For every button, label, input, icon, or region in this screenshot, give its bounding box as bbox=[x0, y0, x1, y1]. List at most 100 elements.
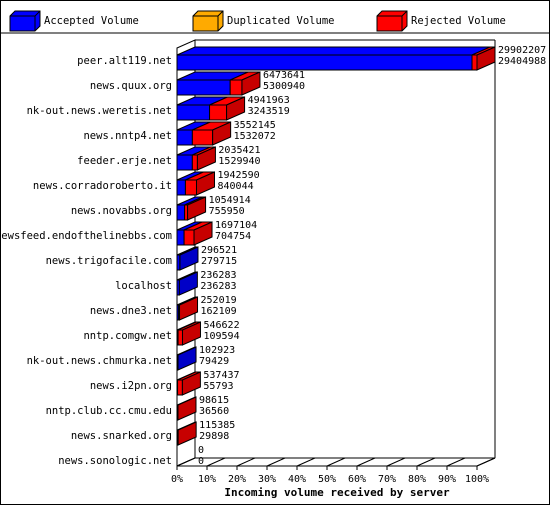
value-total: 546622 bbox=[203, 320, 239, 331]
value-accepted: 3243519 bbox=[248, 106, 290, 117]
legend-label: Rejected Volume bbox=[411, 15, 506, 27]
bar-rejected-front bbox=[209, 104, 228, 121]
bar-row bbox=[176, 321, 201, 346]
bar-accepted-front bbox=[176, 229, 185, 246]
bar-accepted-front bbox=[176, 79, 231, 96]
legend-item-2: Duplicated Volume bbox=[192, 10, 334, 32]
bar-side bbox=[187, 196, 207, 221]
value-total: 236283 bbox=[200, 270, 236, 281]
floor-gridline bbox=[476, 457, 496, 467]
bar-side bbox=[177, 421, 197, 446]
bar-row bbox=[176, 121, 232, 146]
value-accepted: 5300940 bbox=[263, 81, 305, 92]
value-total: 4941963 bbox=[248, 95, 290, 106]
value-accepted: 0 bbox=[198, 456, 204, 467]
legend: Accepted Volume Duplicated Volume Rejected… bbox=[0, 10, 550, 34]
floor-gridline bbox=[386, 457, 406, 467]
server-label: localhost bbox=[115, 280, 172, 292]
floor-gridline bbox=[296, 457, 316, 467]
server-label: peer.alt119.net bbox=[77, 55, 172, 67]
bar-side bbox=[212, 121, 232, 146]
value-accepted: 1532072 bbox=[234, 131, 276, 142]
x-tick-label: 20% bbox=[228, 474, 246, 485]
bar-row bbox=[176, 396, 197, 421]
bar-side bbox=[476, 46, 496, 71]
server-label: news.trigofacile.com bbox=[46, 255, 172, 267]
server-label: nntp.comgw.net bbox=[83, 330, 172, 342]
value-accepted: 704754 bbox=[215, 231, 251, 242]
bar-rejected-front bbox=[183, 229, 195, 246]
bar-accepted-front bbox=[176, 204, 186, 221]
x-tick-label: 10% bbox=[198, 474, 216, 485]
floor-gridline bbox=[326, 457, 346, 467]
x-tick-label: 70% bbox=[378, 474, 396, 485]
server-label: news.dne3.net bbox=[90, 305, 172, 317]
floor-gridline bbox=[176, 457, 196, 467]
bar-side bbox=[179, 246, 199, 271]
server-label: news.corradoroberto.it bbox=[33, 180, 172, 192]
bar-row bbox=[176, 196, 207, 221]
bar-rejected-front bbox=[471, 54, 478, 71]
value-accepted: 162109 bbox=[201, 306, 237, 317]
bar-rejected-front bbox=[191, 129, 214, 146]
bar-side bbox=[181, 371, 201, 396]
value-accepted: 109594 bbox=[203, 331, 239, 342]
bar-accepted-front bbox=[176, 54, 473, 71]
x-axis-title: Incoming volume received by server bbox=[224, 486, 450, 499]
server-label: nntp.club.cc.cmu.edu bbox=[46, 405, 172, 417]
floor-gridline bbox=[446, 457, 466, 467]
bar-row bbox=[176, 221, 213, 246]
value-total: 2035421 bbox=[218, 145, 260, 156]
server-label: news.nntp4.net bbox=[83, 130, 172, 142]
bar-row bbox=[176, 96, 246, 121]
bar-rejected-front bbox=[229, 79, 243, 96]
bar-accepted-top bbox=[176, 46, 491, 56]
bar-row bbox=[176, 46, 496, 71]
bar-side bbox=[226, 96, 246, 121]
floor-gridline bbox=[356, 457, 376, 467]
floor-gridline bbox=[416, 457, 436, 467]
x-tick-label: 60% bbox=[348, 474, 366, 485]
value-total: 1054914 bbox=[209, 195, 251, 206]
bar-accepted-front bbox=[176, 179, 186, 196]
bar-rejected-front bbox=[191, 154, 198, 171]
value-total: 296521 bbox=[201, 245, 237, 256]
value-accepted: 55793 bbox=[203, 381, 233, 392]
bar-row bbox=[176, 171, 215, 196]
bar-row bbox=[176, 271, 198, 296]
bar-row bbox=[176, 246, 199, 271]
legend-item-1: Accepted Volume bbox=[9, 10, 139, 32]
value-total: 537437 bbox=[203, 370, 239, 381]
bar-side bbox=[193, 221, 213, 246]
server-label: feeder.erje.net bbox=[77, 155, 172, 167]
floor-gridline bbox=[236, 457, 256, 467]
value-accepted: 236283 bbox=[200, 281, 236, 292]
value-accepted: 840044 bbox=[217, 181, 253, 192]
x-tick-label: 40% bbox=[288, 474, 306, 485]
bar-row bbox=[176, 296, 199, 321]
bar-side bbox=[177, 396, 197, 421]
bar-accepted-front bbox=[176, 104, 211, 121]
legend-label: Duplicated Volume bbox=[227, 15, 334, 27]
x-tick-label: 0% bbox=[171, 474, 183, 485]
legend-item-3: Rejected Volume bbox=[376, 10, 506, 32]
value-accepted: 279715 bbox=[201, 256, 237, 267]
bar-rejected-front bbox=[177, 329, 183, 346]
server-label: news.snarked.org bbox=[71, 430, 172, 442]
bar-row bbox=[176, 346, 197, 371]
bar-row bbox=[176, 421, 197, 446]
value-accepted: 1529940 bbox=[218, 156, 260, 167]
bar-row bbox=[176, 146, 216, 171]
legend-label: Accepted Volume bbox=[44, 15, 139, 27]
value-total: 252019 bbox=[201, 295, 237, 306]
bars bbox=[176, 46, 496, 446]
value-total: 1697104 bbox=[215, 220, 257, 231]
server-label: newsfeed.endofthelinebbs.com bbox=[0, 230, 172, 242]
server-label: news.i2pn.org bbox=[90, 380, 172, 392]
bar-accepted-front bbox=[176, 154, 193, 171]
server-label: news.quux.org bbox=[90, 80, 172, 92]
value-accepted: 29404988 bbox=[498, 56, 546, 67]
x-tick-label: 90% bbox=[438, 474, 456, 485]
